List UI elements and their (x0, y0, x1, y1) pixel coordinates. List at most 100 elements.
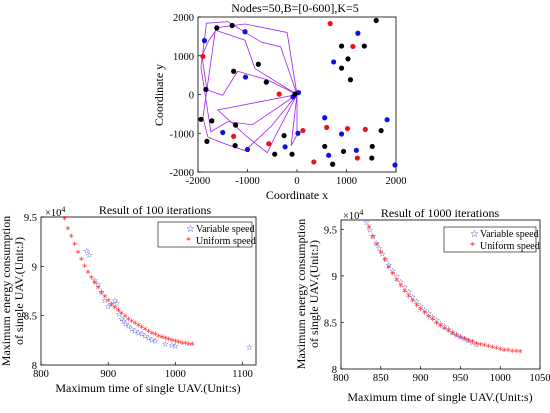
node-point (324, 124, 330, 131)
iter100-legend-variable-marker: ☆ (186, 224, 195, 235)
iter100-variable-point: ☆ (125, 322, 132, 331)
iter100-uniform-point: * (139, 324, 144, 335)
iter1000-variable-point: ☆ (441, 322, 448, 331)
iter100-uniform-point: * (180, 339, 185, 350)
iter1000-variable-point: ☆ (429, 313, 436, 322)
iter1000-uniform-point: * (378, 249, 383, 260)
iter100-uniform-point: * (96, 284, 101, 295)
iter1000-title: Result of 1000 iterations (381, 206, 500, 220)
iter100-variable-point: ☆ (168, 340, 175, 349)
node-point (322, 143, 328, 150)
iter100-variable-point: ☆ (172, 341, 179, 350)
route-map-title: Nodes=50,B=[0-600],K=5 (231, 1, 359, 15)
iter100-axes (40, 216, 257, 366)
node-point (350, 43, 356, 50)
iter1000-uniform-point: * (502, 346, 507, 357)
iter1000-variable-point: ☆ (445, 325, 452, 334)
node-point (340, 148, 347, 155)
iter1000-uniform-point: * (418, 305, 423, 316)
iter1000-variable-point: ☆ (382, 255, 389, 264)
iter1000-uniform-point: * (406, 292, 411, 303)
node-point (331, 59, 337, 65)
iter100-variable-point: ☆ (135, 328, 142, 337)
iter100-variable-point: ☆ (83, 247, 90, 256)
node-point (272, 151, 278, 157)
iter100-exponent: ×104 (45, 205, 65, 219)
iter100-xlabel: Maximum time of single UAV.(Unit:s) (55, 381, 240, 395)
node-point (200, 53, 206, 60)
node-point (355, 30, 361, 36)
iter1000-variable-point: ☆ (437, 319, 444, 328)
iter100-title: Result of 100 iterations (99, 203, 212, 217)
iter1000-legend: ☆ Variable speed * Uniform speed (443, 226, 540, 253)
iter1000-uniform-point: * (478, 341, 483, 352)
iter1000-axes (340, 219, 541, 370)
node-point (232, 143, 238, 149)
iter100-uniform-point: * (153, 330, 158, 341)
iter1000-variable-point: ☆ (433, 316, 440, 325)
iter100-chart: Result of 100 iterations ×104 ☆☆☆☆☆☆☆☆☆☆… (0, 203, 257, 395)
iter1000-uniform-point: * (410, 297, 415, 308)
iter100-variable-point: ☆ (98, 288, 105, 297)
iter1000-variable-point: ☆ (369, 232, 376, 241)
iter1000-uniform-point: * (494, 345, 499, 356)
iter1000-uniform-point: * (426, 313, 431, 324)
iter1000-ytick-label: 9 (332, 272, 337, 283)
node-point (392, 162, 398, 168)
iter1000-chart: Result of 1000 iterations ×104 ☆☆☆☆☆☆☆☆☆… (294, 206, 550, 404)
iter1000-exponent: ×104 (343, 208, 363, 222)
iter100-variable-point: ☆ (108, 300, 115, 309)
iter1000-variable-point: ☆ (363, 218, 370, 227)
iter100-variable-point: ☆ (246, 343, 253, 352)
route-map-xtick-label: 2000 (386, 176, 407, 187)
iter1000-variable-point: ☆ (372, 238, 379, 247)
iter1000-variable-point: ☆ (425, 309, 432, 318)
iter100-variable-point: ☆ (152, 336, 159, 345)
iter100-variable-point: ☆ (122, 320, 129, 329)
iter1000-uniform-point: * (430, 316, 435, 327)
iter1000-legend-variable-marker: ☆ (470, 229, 479, 240)
iter100-uniform-point: * (136, 322, 141, 333)
iter1000-variable-point: ☆ (413, 297, 420, 306)
iter1000-variable-point: ☆ (389, 266, 396, 275)
iter100-uniform-point: * (112, 304, 117, 315)
route-map-ytick-label: -2000 (170, 168, 195, 179)
iter100-uniform-point: * (122, 313, 127, 324)
node-point (233, 122, 239, 128)
iter100-uniform-point: * (69, 233, 74, 244)
iter100-uniform-point: * (99, 289, 104, 300)
iter1000-variable-point: ☆ (449, 328, 456, 337)
route-map-ytick-label: 0 (189, 91, 194, 102)
route-map-ytick-label: 1000 (173, 52, 194, 63)
iter100-variable-point: ☆ (142, 331, 149, 340)
iter1000-xtick-label: 900 (413, 373, 429, 384)
iter1000-variable-point: ☆ (473, 340, 480, 349)
iter1000-uniform-point: * (394, 277, 399, 288)
iter100-uniform-point: * (163, 334, 168, 345)
iter100-variable-point: ☆ (148, 335, 155, 344)
iter100-uniform-point: * (89, 274, 94, 285)
node-point (295, 130, 301, 136)
iter100-ylabel-line2: of single UAV.(Unit:J) (12, 237, 26, 345)
node-point (209, 118, 215, 124)
node-point (344, 126, 351, 132)
node-point (289, 151, 295, 157)
iter100-uniform-point: * (65, 225, 70, 236)
iter100-uniform-point: * (106, 297, 111, 308)
iter1000-uniform-point: * (434, 319, 439, 330)
iter1000-variable-point: ☆ (393, 272, 400, 281)
iter1000-ytick-label: 8.5 (324, 318, 337, 329)
route-map-ytick-label: -1000 (170, 129, 195, 140)
iter100-legend-box (157, 221, 253, 248)
node-point (300, 127, 306, 134)
node-point (203, 86, 209, 93)
iter1000-uniform-point: * (398, 282, 403, 293)
iter100-ytick-label: 8 (32, 361, 37, 372)
iter100-uniform-point: * (62, 215, 67, 226)
iter1000-uniform-point: * (450, 330, 455, 341)
iter1000-variable-point: ☆ (417, 302, 424, 311)
iter1000-uniform-point: * (466, 337, 471, 348)
iter100-variable-point: ☆ (128, 324, 135, 333)
iter1000-variable-point: ☆ (379, 250, 386, 259)
